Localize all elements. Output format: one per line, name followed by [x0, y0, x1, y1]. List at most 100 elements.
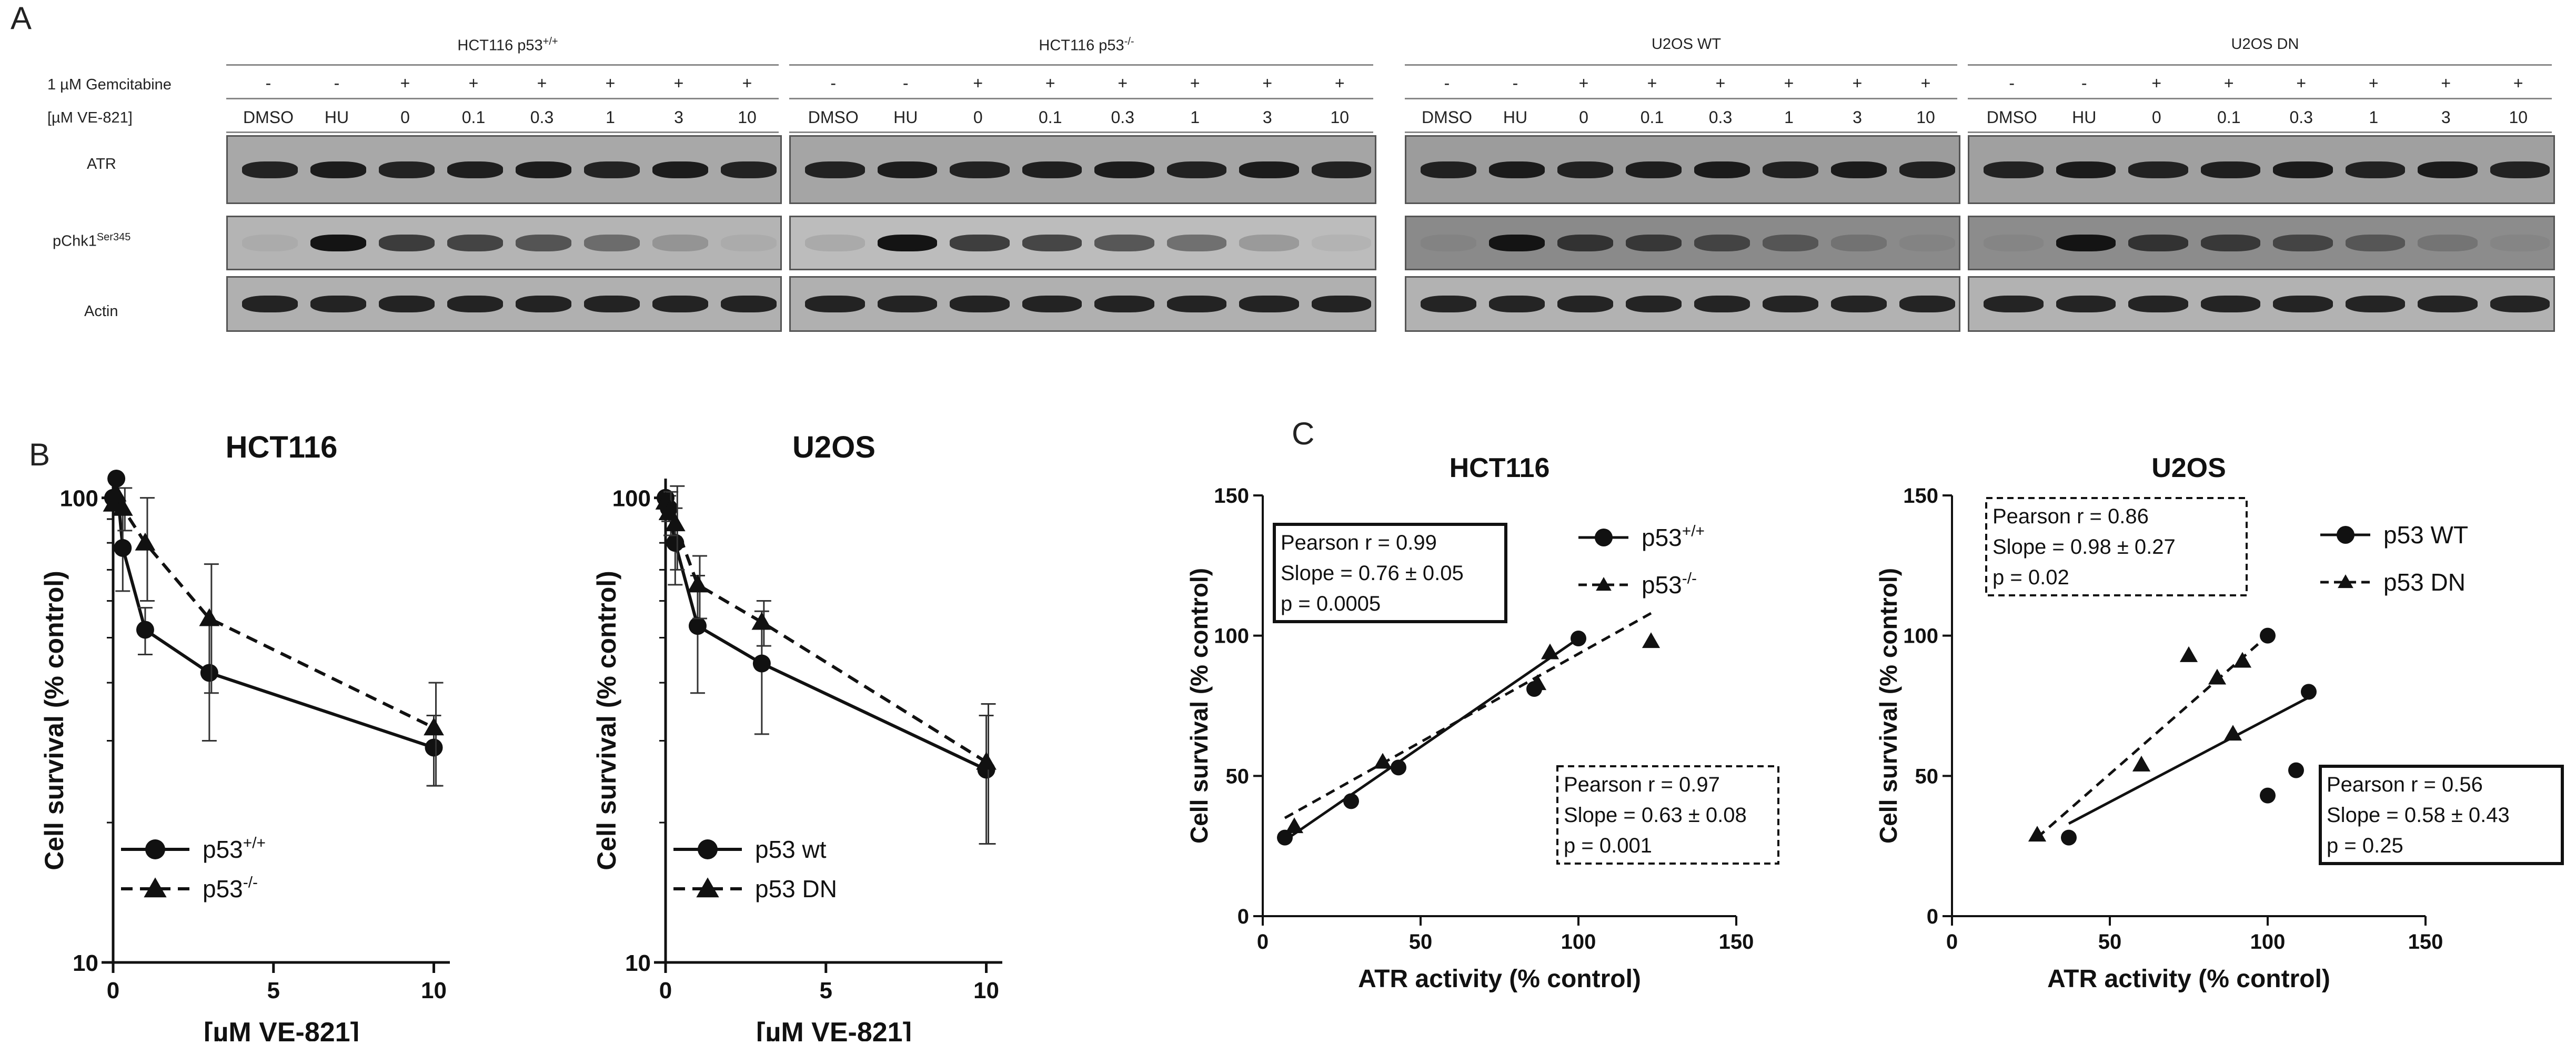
lane-label: 10 — [738, 108, 757, 127]
blot-band — [1984, 296, 2044, 312]
blot-band — [950, 161, 1010, 178]
blot-band — [2128, 161, 2188, 178]
data-point — [144, 877, 167, 898]
blot-band — [310, 235, 366, 251]
chart-title: HCT116 — [226, 430, 338, 464]
blot-group-title: U2OS DN — [1968, 36, 2562, 53]
blot-band — [1831, 161, 1887, 178]
blot-band — [1899, 296, 1955, 312]
legend-label-text: p53 DN — [2383, 569, 2466, 596]
legend-label: p53+/+ — [1642, 523, 1705, 551]
legend-label: p53 WT — [2383, 521, 2468, 549]
panel-label-c: C — [1292, 416, 1315, 451]
data-point — [114, 539, 132, 557]
data-point — [2288, 762, 2304, 778]
data-point — [655, 491, 676, 510]
blot-row-divider — [789, 98, 1373, 99]
blot-band — [652, 161, 708, 178]
gemcitabine-sign: + — [537, 74, 547, 93]
blot-band — [1694, 161, 1750, 178]
blot-group-divider — [1968, 64, 2552, 66]
blot-band — [242, 235, 298, 251]
y-axis-label: Cell survival (% control) — [1185, 568, 1213, 844]
row-label-ve821: [µM VE-821] — [47, 109, 133, 126]
row-label-actin: Actin — [84, 303, 118, 320]
blot-band — [1694, 296, 1750, 312]
x-tick-label: 10 — [421, 978, 447, 1003]
blot-strip — [1405, 135, 1960, 204]
y-tick-label: 10 — [625, 950, 651, 976]
blot-group-title: U2OS WT — [1405, 36, 1968, 53]
legend-label-text: p53 — [203, 836, 243, 863]
stats-box — [2319, 765, 2564, 865]
blot-band — [2273, 296, 2333, 312]
data-point — [1571, 631, 1586, 646]
stats-box — [1273, 523, 1507, 623]
blot-band — [379, 235, 435, 251]
pchk1-label: pChk1 — [53, 232, 97, 250]
gemcitabine-sign: - — [2081, 74, 2087, 93]
gemcitabine-sign: + — [468, 74, 479, 93]
x-tick-label: 150 — [1719, 930, 1754, 953]
blot-band — [2418, 235, 2478, 251]
data-point — [1391, 759, 1406, 776]
data-point — [2179, 646, 2198, 662]
blot-row-divider — [1405, 98, 1957, 99]
lane-label: HU — [2072, 108, 2097, 127]
blot-strip — [1968, 276, 2555, 332]
stats-p: p = 0.25 — [2327, 834, 2403, 857]
chart-u2os-correlation: U2OS 0 50 100 150 0 50 100 150 ATR activity (% co… — [1875, 453, 2564, 993]
lane-label: 0.3 — [1111, 108, 1134, 127]
data-point — [1277, 829, 1293, 846]
blot-band — [1239, 296, 1299, 312]
blot-strip — [1968, 216, 2555, 270]
stats-slope: Slope = 0.63 ± 0.08 — [1564, 804, 1747, 827]
legend-label-text: p53 — [203, 875, 243, 902]
y-tick-label: 100 — [60, 486, 98, 512]
blot-band — [652, 235, 708, 251]
blot-band — [805, 235, 865, 251]
lane-label: HU — [893, 108, 918, 127]
blot-band — [1557, 161, 1613, 178]
blot-band — [2056, 235, 2116, 251]
data-point — [112, 498, 133, 516]
blot-group-title-text: U2OS DN — [2231, 36, 2299, 53]
blot-row-divider — [1968, 131, 2552, 133]
gemcitabine-sign: + — [1784, 74, 1794, 93]
blot-band — [2128, 296, 2188, 312]
data-point — [752, 654, 771, 673]
blot-band — [2056, 161, 2116, 178]
gemcitabine-sign: + — [2441, 74, 2451, 93]
blot-band — [1239, 161, 1299, 178]
blot-strip — [1405, 276, 1960, 332]
y-tick-label: 50 — [1226, 765, 1250, 788]
lane-label: 10 — [1916, 108, 1935, 127]
lane-label: 3 — [2441, 108, 2451, 127]
blot-band — [1311, 296, 1371, 312]
lane-label: 1 — [1190, 108, 1200, 127]
blot-group-divider — [789, 64, 1373, 66]
x-tick-label: 0 — [107, 978, 119, 1003]
lane-label: 3 — [1853, 108, 1862, 127]
blot-band — [1166, 235, 1226, 251]
data-point — [136, 621, 154, 639]
data-point — [751, 612, 772, 630]
stats-slope: Slope = 0.76 ± 0.05 — [1281, 562, 1464, 585]
chart-title: U2OS — [792, 430, 876, 464]
gemcitabine-sign: + — [1578, 74, 1589, 93]
blot-band — [2345, 235, 2405, 251]
blot-band — [1094, 161, 1154, 178]
blot-band — [877, 161, 937, 178]
regression-line — [1284, 637, 1579, 842]
blot-band — [1984, 161, 2044, 178]
blot-band — [2200, 296, 2260, 312]
lane-label: 0 — [1579, 108, 1588, 127]
blot-band — [1557, 296, 1613, 312]
x-tick-label: 0 — [1257, 930, 1269, 953]
x-tick-label: 50 — [1409, 930, 1433, 953]
blot-band — [1763, 161, 1818, 178]
gemcitabine-sign: + — [1920, 74, 1931, 93]
row-label-gemcitabine: 1 µM Gemcitabine — [47, 76, 172, 93]
data-point — [2260, 787, 2276, 804]
chart-title: HCT116 — [1450, 453, 1550, 483]
